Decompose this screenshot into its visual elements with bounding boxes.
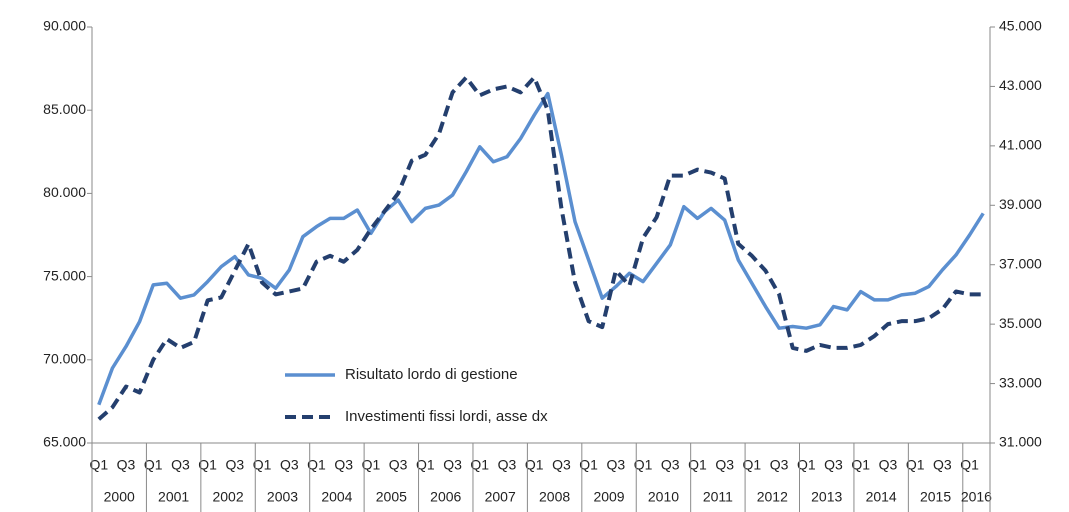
y2-tick-label: 37.000 [999,255,1042,271]
year-label: 2006 [430,489,461,505]
y-tick-label: 80.000 [43,184,86,200]
x-tick-label: Q3 [552,457,571,473]
y-tick-label: 70.000 [43,351,86,367]
x-tick-label: Q1 [525,457,544,473]
year-label: 2004 [321,489,352,505]
year-label: 2001 [158,489,189,505]
x-tick-label: Q1 [797,457,816,473]
year-label: 2012 [757,489,788,505]
y2-tick-label: 33.000 [999,374,1042,390]
x-tick-label: Q1 [307,457,326,473]
x-tick-label: Q3 [879,457,898,473]
x-tick-label: Q3 [226,457,245,473]
x-tick-label: Q1 [362,457,381,473]
x-tick-label: Q3 [389,457,408,473]
year-label: 2013 [811,489,842,505]
year-label: 2002 [212,489,243,505]
series-line [97,75,984,421]
year-label: 2003 [267,489,298,505]
y2-tick-label: 35.000 [999,315,1042,331]
x-tick-label: Q1 [579,457,598,473]
x-tick-label: Q1 [851,457,870,473]
year-label: 2015 [920,489,951,505]
x-tick-label: Q1 [634,457,653,473]
y-tick-label: 90.000 [43,18,86,34]
x-tick-label: Q3 [280,457,299,473]
y-tick-label: 65.000 [43,434,86,450]
x-tick-label: Q1 [253,457,272,473]
x-tick-label: Q3 [606,457,625,473]
x-tick-label: Q1 [688,457,707,473]
year-label: 2010 [648,489,679,505]
x-tick-label: Q1 [960,457,979,473]
y2-tick-label: 41.000 [999,137,1042,153]
legend-label: Investimenti fissi lordi, asse dx [345,408,548,425]
y2-tick-label: 43.000 [999,77,1042,93]
y-tick-label: 75.000 [43,267,86,283]
x-tick-label: Q3 [171,457,190,473]
x-tick-label: Q3 [498,457,517,473]
year-label: 2009 [593,489,624,505]
x-tick-label: Q1 [743,457,762,473]
year-label: 2011 [703,489,733,505]
year-label: 2014 [866,489,897,505]
x-tick-label: Q1 [416,457,435,473]
y2-tick-label: 45.000 [999,18,1042,34]
year-label: 2008 [539,489,570,505]
series-line [97,91,985,406]
x-tick-label: Q3 [715,457,734,473]
year-label: 2016 [961,489,992,505]
x-tick-label: Q1 [470,457,489,473]
x-tick-label: Q1 [198,457,217,473]
x-tick-label: Q3 [443,457,462,473]
y-tick-label: 85.000 [43,101,86,117]
x-tick-label: Q3 [933,457,952,473]
x-tick-label: Q1 [144,457,163,473]
year-label: 2007 [485,489,516,505]
x-tick-label: Q1 [89,457,108,473]
x-tick-label: Q3 [334,457,353,473]
legend-label: Risultato lordo di gestione [345,366,518,383]
x-tick-label: Q3 [117,457,136,473]
year-label: 2000 [104,489,135,505]
x-tick-label: Q1 [906,457,925,473]
y2-tick-label: 39.000 [999,196,1042,212]
year-label: 2005 [376,489,407,505]
x-tick-label: Q3 [770,457,789,473]
x-tick-label: Q3 [824,457,843,473]
y2-tick-label: 31.000 [999,434,1042,450]
x-tick-label: Q3 [661,457,680,473]
